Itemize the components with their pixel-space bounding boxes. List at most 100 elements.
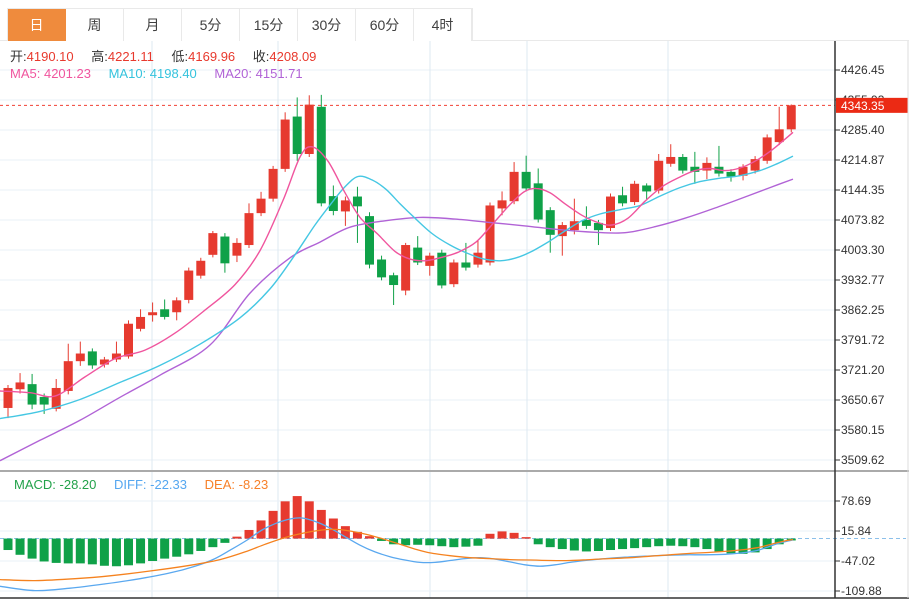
macd-bar-negative	[774, 538, 784, 545]
price-axis-label: 3650.67	[841, 393, 885, 407]
candle-up	[232, 242, 242, 256]
macd-bar-negative	[545, 538, 555, 548]
macd-bar-negative	[413, 538, 423, 545]
macd-value: -28.20	[59, 477, 97, 492]
candle-up	[256, 198, 266, 214]
price-axis-labels: 4426.454355.934285.404214.874144.354073.…	[835, 63, 885, 467]
macd-bar-negative	[581, 538, 591, 552]
macd-bar-positive	[497, 531, 507, 539]
tab-day[interactable]: 日	[8, 9, 66, 41]
candle-down	[690, 166, 700, 172]
tab-4hour[interactable]: 4时	[414, 9, 472, 41]
candle-up	[172, 300, 182, 313]
candle-up	[702, 162, 712, 171]
vertical-gridlines	[151, 40, 669, 598]
candle-down	[618, 195, 628, 204]
candle-up	[208, 233, 218, 255]
tab-15min[interactable]: 15分	[240, 9, 298, 41]
candle-up	[148, 312, 158, 316]
open-label: 开:	[10, 49, 27, 64]
macd-bar-negative	[111, 538, 121, 567]
candle-up	[762, 137, 772, 161]
macd-bar-negative	[184, 538, 194, 555]
macd-bar-positive	[509, 532, 519, 539]
candle-up	[340, 200, 350, 212]
macd-bar-negative	[39, 538, 49, 562]
macd-bar-negative	[208, 538, 218, 548]
candle-down	[316, 106, 326, 204]
dea-value: -8.23	[238, 477, 269, 492]
macd-bar-negative	[15, 538, 25, 555]
price-axis-label: 4214.87	[841, 153, 885, 167]
last-price-tag	[836, 97, 908, 113]
candle-down	[27, 384, 37, 405]
candle-down	[593, 222, 603, 231]
price-axis-label: 4426.45	[841, 63, 885, 77]
tab-5min[interactable]: 5分	[182, 9, 240, 41]
diff-value: -22.33	[150, 477, 188, 492]
macd-bar-negative	[726, 538, 736, 554]
macd-bar-negative	[569, 538, 579, 551]
macd-axis-label: 78.69	[841, 494, 871, 508]
tab-60min[interactable]: 60分	[356, 9, 414, 41]
candle-up	[3, 387, 13, 408]
candle-down	[581, 219, 591, 226]
candle-up	[196, 260, 206, 276]
candle-up	[497, 200, 507, 209]
candle-down	[328, 196, 338, 212]
macd-bar-negative	[702, 538, 712, 550]
macd-bar-negative	[461, 538, 471, 547]
macd-bar-positive	[256, 520, 266, 539]
candle-up	[280, 119, 290, 169]
candle-up	[449, 262, 459, 285]
candle-up	[184, 270, 194, 300]
macd-bar-negative	[196, 538, 206, 551]
macd-bar-negative	[136, 538, 146, 564]
timeframe-tabbar: 日 周 月 5分 15分 30分 60分 4时	[7, 8, 473, 41]
ma5-label: MA5:	[10, 66, 41, 81]
candle-down	[521, 171, 531, 189]
last-price-tag-value: 4343.35	[841, 99, 885, 113]
low-value: 4169.96	[188, 49, 236, 64]
tab-month[interactable]: 月	[124, 9, 182, 41]
macd-bar-negative	[172, 538, 182, 557]
price-axis-label: 3791.72	[841, 333, 885, 347]
candle-up	[63, 361, 73, 391]
tab-week[interactable]: 周	[66, 9, 124, 41]
high-value: 4221.11	[107, 49, 154, 64]
macd-bar-negative	[557, 538, 567, 550]
price-axis-label: 4073.82	[841, 213, 885, 227]
ma-info-row: MA5: 4201.23 MA10: 4198.40 MA20: 4151.71	[10, 66, 317, 81]
macd-bar-negative	[738, 538, 748, 554]
candle-down	[726, 171, 736, 177]
candle-up	[99, 359, 109, 365]
macd-bar-negative	[3, 538, 13, 551]
tab-30min[interactable]: 30分	[298, 9, 356, 41]
candle-up	[774, 129, 784, 143]
macd-bar-negative	[630, 538, 640, 549]
price-axis-label: 3862.25	[841, 303, 885, 317]
macd-bar-negative	[606, 538, 615, 551]
candle-up	[75, 353, 85, 362]
macd-bar-positive	[328, 518, 338, 539]
ma5-value: 4201.23	[43, 66, 91, 81]
candle-up	[111, 353, 121, 360]
candle-up	[606, 196, 615, 229]
macd-bar-negative	[377, 538, 387, 541]
macd-bar-positive	[232, 536, 242, 539]
macd-bar-negative	[642, 538, 652, 548]
diff-line	[0, 517, 794, 592]
candle-down	[160, 309, 170, 317]
price-axis-label: 3509.62	[841, 453, 885, 467]
candle-up	[15, 382, 25, 390]
macd-bar-negative	[87, 538, 97, 565]
high-label: 高:	[91, 49, 108, 64]
macd-bar-negative	[51, 538, 61, 563]
macd-axis-label: 15.84	[841, 524, 871, 538]
last-price-layer: 4343.35	[0, 97, 908, 113]
candle-up	[401, 245, 411, 291]
macd-axis-label: -47.02	[841, 554, 875, 568]
macd-bar-negative	[762, 538, 772, 550]
macd-bar-negative	[750, 538, 760, 553]
